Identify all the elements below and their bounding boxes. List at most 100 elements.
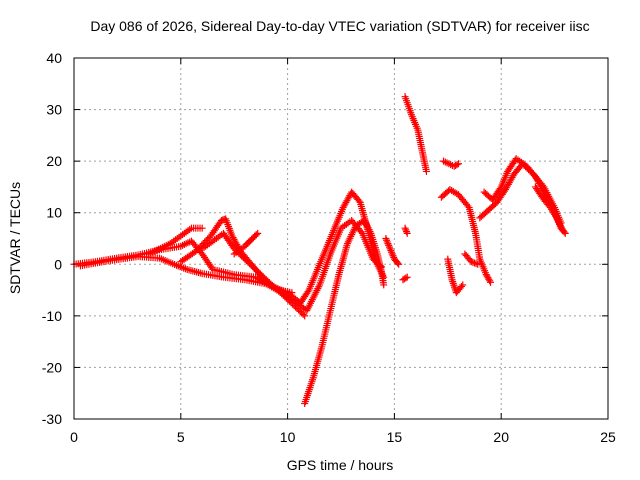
data-point <box>281 293 289 301</box>
data-point <box>244 258 252 266</box>
x-tick-label: 5 <box>177 429 185 445</box>
series-track-12 <box>440 157 462 170</box>
data-point <box>395 260 403 268</box>
data-point <box>239 254 247 262</box>
data-point <box>482 271 490 279</box>
data-point <box>383 236 391 244</box>
data-point <box>287 299 295 307</box>
series-track-14 <box>444 255 467 297</box>
data-point <box>523 164 531 172</box>
data-point <box>249 262 257 270</box>
series-track-13 <box>437 186 495 286</box>
data-point <box>519 160 527 168</box>
data-point <box>246 237 254 245</box>
series-track-15 <box>461 250 482 268</box>
data-point <box>483 272 491 280</box>
y-tick-label: -30 <box>42 411 62 427</box>
series-track-6 <box>230 229 262 258</box>
series-track-18 <box>531 183 567 235</box>
data-point <box>293 304 301 312</box>
data-point <box>238 252 246 260</box>
x-tick-label: 0 <box>70 429 78 445</box>
data-point <box>525 166 533 174</box>
data-point <box>251 232 259 240</box>
y-tick-label: 20 <box>46 153 62 169</box>
data-point <box>249 234 257 242</box>
series-track-11 <box>399 273 411 284</box>
data-point <box>292 303 300 311</box>
data-point <box>245 260 253 268</box>
data-point <box>250 264 258 272</box>
data-point <box>288 289 296 297</box>
data-point <box>296 307 304 315</box>
data-point <box>552 212 560 220</box>
data-point <box>279 291 287 299</box>
data-point <box>254 229 262 237</box>
data-point <box>193 246 201 254</box>
data-point <box>290 302 298 310</box>
data-point <box>453 161 461 169</box>
x-tick-label: 10 <box>280 429 296 445</box>
data-point <box>285 297 293 305</box>
series-track-1 <box>70 216 386 315</box>
data-point <box>198 224 206 232</box>
data-point <box>255 268 263 276</box>
data-point <box>383 238 391 246</box>
data-point <box>299 310 307 318</box>
data-point <box>522 163 530 171</box>
data-point <box>450 281 458 289</box>
data-point <box>243 240 251 248</box>
data-point <box>484 274 492 282</box>
series-track-7 <box>301 216 388 408</box>
data-point <box>496 185 504 193</box>
y-axis-label: SDTVAR / TECUs <box>7 182 23 294</box>
data-point <box>284 296 292 304</box>
data-point <box>252 231 260 239</box>
series-track-3 <box>145 224 206 258</box>
data-point <box>469 258 477 266</box>
data-point <box>259 273 267 281</box>
x-tick-label: 25 <box>600 429 616 445</box>
series-track-17 <box>476 160 565 227</box>
y-tick-label: 10 <box>46 205 62 221</box>
grid <box>74 58 608 419</box>
data-point <box>384 240 392 248</box>
data-point <box>394 259 402 267</box>
data-point <box>485 275 493 283</box>
data-point <box>204 235 212 243</box>
data-point <box>298 309 306 317</box>
data-point <box>471 259 478 267</box>
data-point <box>387 247 395 255</box>
axis-ticks: 0 5 10 15 20 25 -30 -20 -10 0 10 20 30 40 <box>42 50 616 445</box>
data-point <box>459 281 467 289</box>
data-point <box>355 197 363 205</box>
y-tick-label: 40 <box>46 50 62 66</box>
data-point <box>385 241 393 249</box>
data-point <box>474 260 482 268</box>
data-point <box>454 160 462 168</box>
data-point <box>464 202 472 210</box>
data-point <box>386 245 394 253</box>
data-point <box>403 273 411 281</box>
data-point <box>559 227 567 235</box>
x-axis-label: GPS time / hours <box>287 457 394 473</box>
data-point <box>380 281 388 289</box>
y-tick-label: 0 <box>54 256 62 272</box>
data-point <box>449 279 457 287</box>
series-track-9 <box>401 93 430 175</box>
data-point <box>242 257 250 265</box>
data-point <box>402 226 410 234</box>
data-point <box>401 224 409 232</box>
data-point <box>192 247 200 255</box>
x-tick-label: 15 <box>387 429 403 445</box>
data-point <box>357 228 365 236</box>
data-point <box>403 229 411 237</box>
data-point <box>288 300 296 308</box>
data-point <box>245 238 253 246</box>
data-point <box>472 260 480 268</box>
data-point <box>252 265 260 273</box>
plot-frame <box>73 57 609 420</box>
data-point <box>422 167 430 175</box>
data-point <box>247 261 255 269</box>
data-point <box>526 167 534 175</box>
